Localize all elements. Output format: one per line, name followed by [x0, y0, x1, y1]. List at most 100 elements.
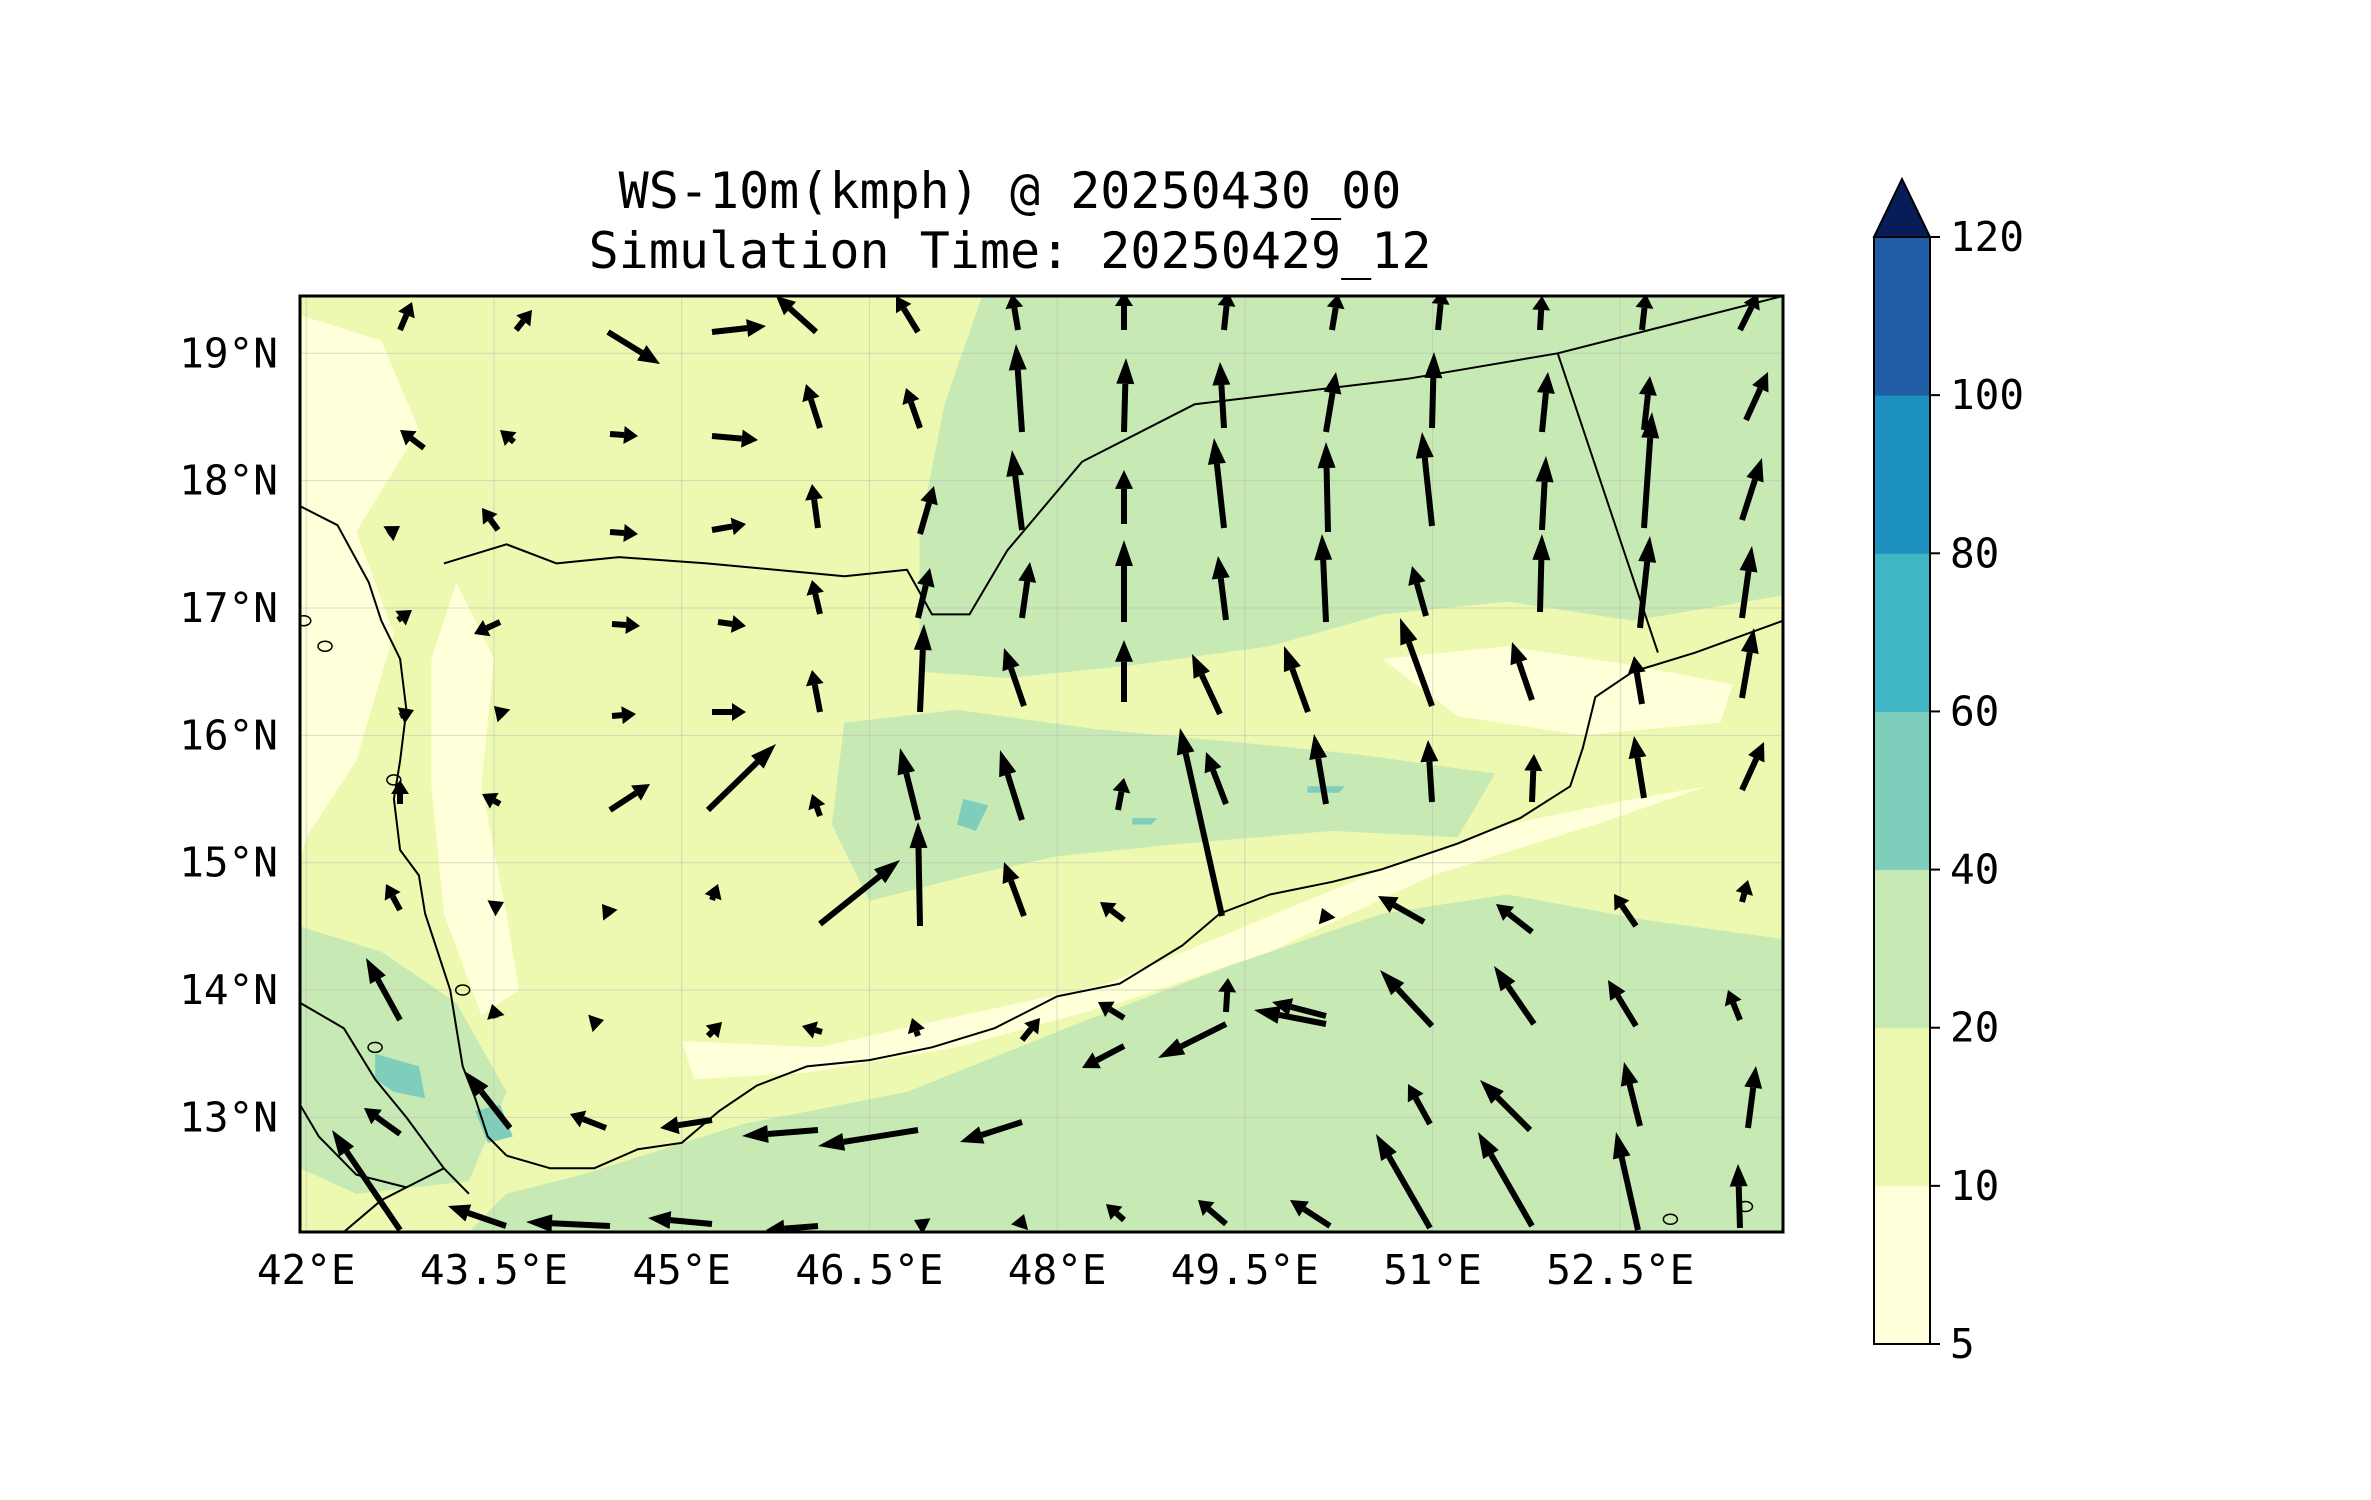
wind-arrow [712, 703, 746, 721]
wind-arrow [611, 616, 640, 634]
wind-arrow [487, 900, 504, 917]
wind-arrow [1008, 344, 1027, 433]
fill-calm-west [300, 315, 419, 863]
wind-arrow [909, 822, 928, 927]
wind-arrow [717, 615, 746, 633]
wind-arrow [1376, 1134, 1433, 1230]
fill-strong-spot-3 [957, 799, 989, 831]
wind-arrow [609, 524, 638, 542]
wind-arrow [609, 426, 638, 444]
wind-arrow [1415, 432, 1435, 527]
wind-arrow [1620, 1062, 1643, 1127]
wind-arrow [364, 1108, 402, 1137]
wind-arrow [588, 1014, 604, 1033]
colorbar-segment [1874, 553, 1930, 712]
wind-arrow [1735, 880, 1753, 903]
wind-arrow [1532, 296, 1551, 331]
wind-arrow [1115, 470, 1133, 524]
wind-arrow [1317, 442, 1336, 533]
island-outline [454, 984, 471, 996]
wind-arrow [1115, 296, 1133, 330]
latitude-tick-label: 13°N [179, 1093, 278, 1141]
wind-arrow [766, 1219, 819, 1232]
wind-arrow [1480, 1080, 1533, 1133]
wind-arrow [917, 486, 938, 535]
wind-arrow [1098, 1001, 1126, 1021]
wind-arrow [1407, 1084, 1433, 1126]
wind-arrow [914, 1218, 931, 1232]
colorbar-frame [1873, 236, 1931, 1345]
fill-strong-spot-1 [375, 1053, 426, 1099]
wind-arrow [397, 302, 415, 332]
wind-arrow [1628, 736, 1647, 799]
longitude-tick-label: 45°E [632, 1246, 731, 1294]
wind-arrow [395, 610, 412, 626]
wind-arrow [606, 329, 660, 364]
wind-arrow [1019, 1018, 1040, 1042]
wind-arrow [1510, 642, 1535, 701]
coastline-gulf-of-aden [506, 619, 1783, 1170]
wind-arrow [1217, 296, 1236, 331]
fill-calm-coast-south [681, 786, 1708, 1080]
wind-arrow [1635, 296, 1654, 331]
wind-arrow [704, 884, 722, 902]
wind-arrow [648, 1211, 713, 1230]
longitude-tick-label: 51°E [1383, 1246, 1482, 1294]
longitude-tick-label: 42°E [257, 1246, 356, 1294]
latitude-tick-labels: 13°N 14°N 15°N 16°N 17°N 18°N 19°N [179, 329, 278, 1141]
longitude-tick-label: 52.5°E [1546, 1246, 1694, 1294]
wind-arrow [332, 1130, 403, 1232]
wind-arrow [383, 526, 400, 542]
wind-arrow [1002, 862, 1027, 918]
colorbar-tick-label: 10 [1950, 1162, 1999, 1210]
longitude-tick-label: 48°E [1008, 1246, 1107, 1294]
coastline-africa-west [300, 1104, 445, 1189]
wind-arrow [1614, 894, 1639, 928]
wind-arrow [818, 860, 900, 927]
wind-arrow [1637, 536, 1657, 629]
wind-arrow [1724, 990, 1743, 1022]
wind-arrow [1524, 754, 1543, 803]
wind-arrow [1729, 1164, 1748, 1229]
wind-arrow [1011, 1214, 1029, 1231]
chart-title: WS-10m(kmph) @ 20250430_00 [618, 162, 1402, 220]
wind-arrow [907, 1018, 925, 1037]
wind-arrow [1283, 646, 1311, 714]
wind-arrow [570, 1110, 608, 1131]
latitude-tick-label: 16°N [179, 711, 278, 759]
wind-arrow [1018, 562, 1037, 619]
wind-arrow [397, 707, 414, 724]
wind-arrow [1408, 566, 1429, 617]
wind-arrow [1638, 376, 1657, 431]
wind-arrow [482, 508, 501, 532]
wind-arrow [711, 319, 766, 338]
map-frame [298, 294, 1785, 1234]
colorbar-segment [1874, 1185, 1930, 1345]
wind-arrow [500, 430, 517, 446]
wind-arrow [1318, 908, 1336, 925]
wind-arrow [1737, 296, 1760, 332]
wind-arrow [1744, 1066, 1763, 1129]
wind-arrow [400, 430, 426, 451]
wind-arrow [902, 388, 923, 429]
longitude-tick-label: 49.5°E [1171, 1246, 1319, 1294]
wind-arrow [808, 794, 826, 818]
colorbar-tick-label: 5 [1950, 1320, 1975, 1368]
colorbar-tick-label: 60 [1950, 687, 1999, 735]
colorbar-segment [1874, 237, 1930, 396]
wind-arrow [1314, 534, 1333, 623]
island-outline [386, 774, 402, 786]
wind-arrow [960, 1119, 1023, 1144]
wind-arrow [1323, 372, 1342, 433]
colorbar-segment [1874, 395, 1930, 554]
latitude-tick-label: 19°N [179, 329, 278, 377]
colorbar-tick-label: 120 [1950, 213, 2024, 261]
wind-arrow [802, 1021, 823, 1039]
wind-arrow [1207, 438, 1227, 529]
colorbar-segment [1874, 1027, 1930, 1187]
fill-band-north [919, 296, 1783, 678]
island-outline [1662, 1213, 1679, 1226]
wind-arrow [818, 1127, 919, 1151]
chart-subtitle: Simulation Time: 20250429_12 [588, 222, 1432, 280]
